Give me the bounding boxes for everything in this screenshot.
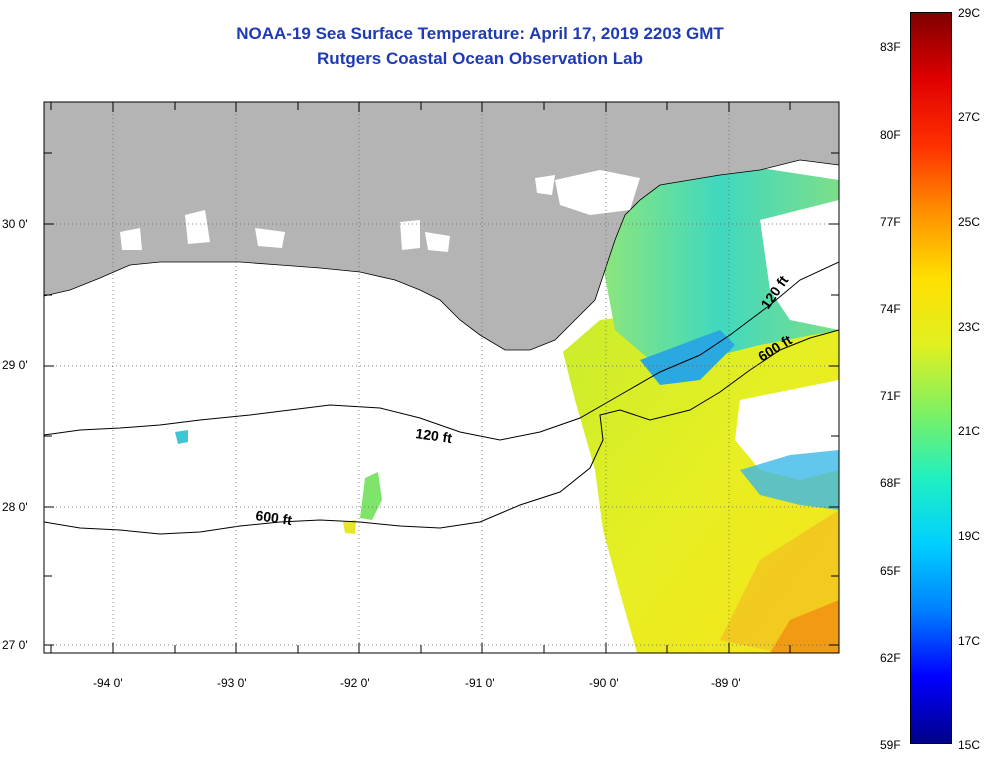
contour-120ft [44, 261, 839, 441]
sst-orange-corner [770, 600, 839, 653]
lon-label: -89 0' [711, 676, 741, 690]
colorbar-c-label: 19C [958, 529, 981, 543]
lon-label: -94 0' [93, 676, 123, 690]
land-cloud-7 [535, 175, 555, 195]
colorbar-c-label: 23C [958, 320, 981, 334]
colorbar-c-label: 17C [958, 634, 981, 648]
colorbar-c-label: 15C [958, 738, 981, 752]
temperature-colorbar [910, 12, 952, 744]
colorbar-f-label: 71F [880, 389, 901, 403]
tick-marks [44, 102, 839, 653]
land-cloud-1 [555, 170, 640, 215]
land-cloud-5 [400, 220, 420, 250]
colorbar-c-label: 27C [958, 110, 981, 124]
colorbar-f-label: 74F [880, 302, 901, 316]
map-border [43, 101, 840, 654]
map-subtitle: Rutgers Coastal Ocean Observation Lab [317, 49, 643, 68]
colorbar-f-label: 77F [880, 215, 901, 229]
land-cloud-4 [255, 228, 285, 248]
land-area [44, 102, 839, 351]
sst-small-patch [343, 520, 356, 534]
contour-label-600ft-west: 600 ft [255, 507, 294, 528]
colorbar-c-label: 25C [958, 215, 981, 229]
lon-label: -90 0' [589, 676, 619, 690]
colorbar-f-label: 65F [880, 564, 901, 578]
colorbar-f-label: 83F [880, 40, 901, 54]
colorbar-c-label: 21C [958, 424, 981, 438]
lon-label: -93 0' [217, 676, 247, 690]
lat-label: 29 0' [2, 358, 28, 372]
map-title: NOAA-19 Sea Surface Temperature: April 1… [236, 24, 724, 43]
sst-cool-edge [740, 450, 839, 510]
colorbar-f-label: 80F [880, 128, 901, 142]
land-cloud-3 [185, 210, 210, 244]
colorbar-f-label: 62F [880, 651, 901, 665]
lon-label: -91 0' [465, 676, 495, 690]
contour-600ft [44, 329, 839, 535]
lat-label: 30 0' [2, 217, 28, 231]
contour-label-120ft-west: 120 ft [415, 425, 454, 446]
land-cloud-6 [425, 232, 450, 252]
colorbar-c-label: 29C [958, 6, 981, 20]
lon-label: -92 0' [340, 676, 370, 690]
lat-label: 27 0' [2, 638, 28, 652]
graticule [44, 102, 839, 653]
sst-cool-plume [640, 330, 735, 385]
sst-offshore-patch [360, 472, 382, 520]
colorbar-f-label: 59F [880, 738, 901, 752]
lat-label: 28 0' [2, 500, 28, 514]
sst-small-blue [175, 430, 188, 444]
land-cloud-2 [120, 228, 142, 250]
colorbar-f-label: 68F [880, 476, 901, 490]
